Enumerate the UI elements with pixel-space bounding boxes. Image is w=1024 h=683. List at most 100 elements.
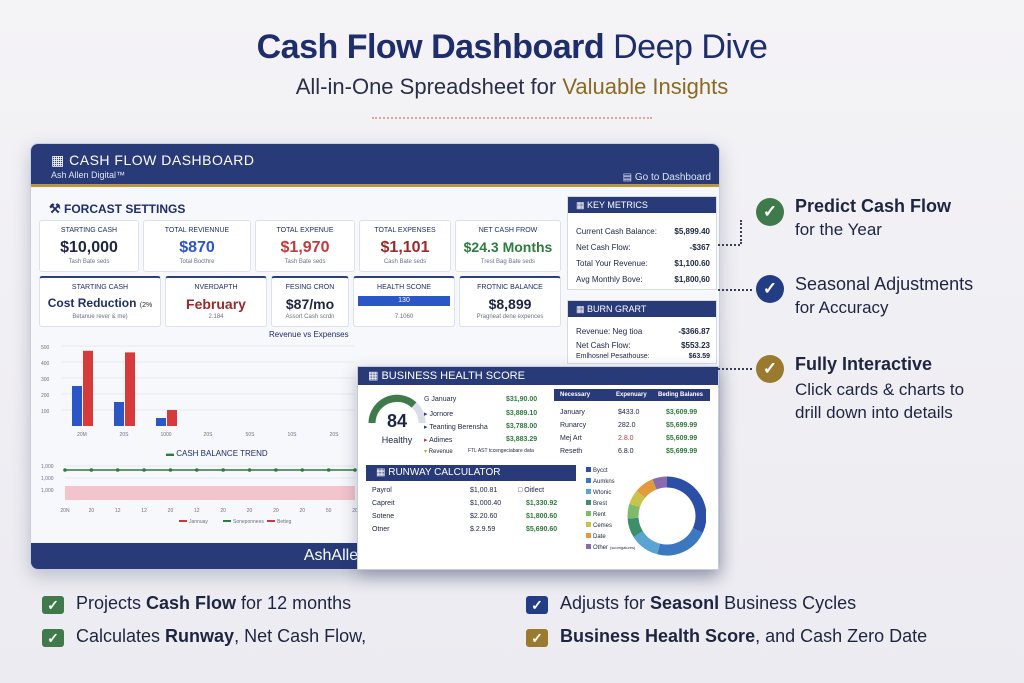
runway-table: Payrol $1,00.81 □ Oitlect Capreit $1,000… [366, 483, 576, 535]
table-cell: $433.0 [618, 409, 640, 416]
legend-swatch [586, 544, 591, 549]
business-health-title: BUSINESS HEALTH SCORE [381, 370, 525, 382]
feature-subtitle: for the Year [795, 220, 882, 239]
kpi-card-total-expense[interactable]: TOTAL EXPENUE $1,970 Tash Bate seds [255, 220, 355, 272]
kpi-card-health-score[interactable]: HEALTH SCONE 130 7.1060 [353, 276, 455, 327]
kpi-note: Trest Bag Bate seds [480, 259, 536, 265]
negative-zone [65, 486, 355, 500]
table-cell: Reseth [560, 448, 583, 455]
settings-icon: ⚒ [49, 201, 61, 216]
legend-item: Aumkns [586, 478, 615, 485]
burn-chart-title: BURN GRART [587, 304, 647, 314]
table-cell: $2.20.60 [470, 513, 498, 520]
key-metrics-title: KEY METRICS [587, 200, 648, 210]
expense-donut-chart[interactable] [612, 471, 706, 561]
table-cell: $5,699.99 [666, 422, 698, 429]
metric-row: Current Cash Balance: $5,899.40 [576, 227, 710, 236]
x-tick-label: 20M [77, 432, 87, 438]
table-cell: Otner [372, 526, 390, 533]
x-tick-label: 20S [120, 432, 130, 438]
x-tick-label: 20S [330, 432, 340, 438]
donut-slice [627, 503, 640, 519]
bar [167, 410, 177, 426]
kpi-card-ending-balance[interactable]: FROTNIC BALANCE $8,899 Pragneat dene exp… [459, 276, 561, 327]
business-health-window: ▦ BUSINESS HEALTH SCORE 84 Healthy G Jan… [357, 366, 719, 570]
kpi-value: $10,000 [60, 239, 118, 256]
x-tick-label: 20 [352, 508, 358, 514]
dashboard-titlebar: ▦ CASH FLOW DASHBOARD Ash Allen Digital™… [31, 144, 719, 187]
kpi-note: 7.1060 [394, 314, 414, 320]
revenue-vs-expenses-chart[interactable]: 500 400 300 200 100 20M 20S 1000 20S 50S 10S 20S [39, 340, 359, 440]
bullet-text: Business Health Score, and Cash Zero Dat… [560, 626, 928, 646]
legend-label: Aumkns [593, 479, 615, 485]
kpi-card-starting-cash[interactable]: STARTING CASH $10,000 Tash Bate seds [39, 220, 139, 272]
legend-swatch [586, 489, 591, 494]
legend-swatch [586, 478, 591, 483]
list-value: $3,889.10 [506, 410, 538, 417]
kpi-label: TOTAL EXPENUE [276, 227, 334, 234]
kpi-value: $87/mo [285, 296, 335, 312]
brand-label: Ash Allen Digital™ [51, 170, 126, 180]
trend-point [300, 468, 305, 472]
kpi-card-total-expenses[interactable]: TOTAL EXPENSES $1,101 Cash Bate seds [359, 220, 451, 272]
legend-label: Soneponnees [233, 519, 264, 525]
kpi-card-cost-reduction[interactable]: STARTING CASH Cost Reduction (2% Betanue… [39, 276, 161, 327]
legend-item: Rent [586, 511, 606, 518]
donut-slice [627, 517, 644, 538]
health-gauge [368, 394, 426, 424]
legend-item: Date [586, 533, 606, 540]
kpi-label: STARTING CASH [60, 227, 118, 234]
list-item: ▸ Jornore [424, 411, 454, 418]
kpi-note: Total Bocthre [179, 259, 215, 265]
feature-subtitle: for Accuracy [795, 298, 889, 317]
kpi-card-runway-month[interactable]: NVERDAPTH February 2.184 [165, 276, 267, 327]
y-tick-label: 500 [41, 345, 50, 351]
bar [83, 350, 93, 426]
trend-icon: ▬ [166, 449, 174, 458]
cash-balance-trend-chart[interactable]: 1,000 1,000 1,000 20N 20 12 12 20 12 20 20 20 20 50 20… [39, 458, 359, 530]
dashboard-title: CASH FLOW DASHBOARD [69, 152, 255, 168]
kpi-value: $8,899 [488, 296, 532, 312]
metrics-icon: ▦ [576, 200, 585, 210]
y-tick-label: 400 [41, 361, 50, 367]
kpi-label: FESING CRON [285, 284, 335, 291]
burn-row: Emlhosnel Pesathouse: $63.59 [576, 353, 710, 360]
table-cell: Sotene [372, 513, 395, 520]
x-tick-label: 12 [194, 508, 200, 514]
legend-label: Jannuay [189, 519, 208, 525]
checkbox-icon: ✓ [42, 629, 64, 647]
legend-note: (scomgalures) [610, 545, 636, 550]
x-tick-label: 20 [273, 508, 279, 514]
kpi-value: $1,970 [280, 239, 330, 256]
legend-swatch [223, 520, 231, 522]
kpi-label: TOTAL REVIENNUE [164, 227, 230, 234]
checkbox-icon: ✓ [526, 629, 548, 647]
feature-title: Fully Interactive [795, 354, 933, 374]
title-light: Deep Dive [613, 28, 768, 66]
bar [125, 352, 135, 426]
legend-label: Date [593, 534, 606, 540]
metric-row: Total Your Revenue: $1,100.60 [576, 259, 710, 268]
kpi-card-burn[interactable]: FESING CRON $87/mo Assort Cash scrdn [271, 276, 349, 327]
trend-point [221, 468, 225, 472]
table-header: Necessary [560, 392, 591, 398]
y-tick-label: 300 [41, 377, 50, 383]
kpi-card-net-cash-flow[interactable]: NET CASH FROW $24.3 Months Trest Bag Bat… [455, 220, 561, 272]
x-tick-label: 10S [288, 432, 298, 438]
list-value: $31,90.00 [506, 396, 538, 403]
metric-row: Avg Monthly Bove: $1,800,60 [576, 275, 710, 284]
legend-swatch [586, 500, 591, 505]
legend-label: Wtonic [593, 490, 612, 496]
table-cell: $1,000.40 [470, 500, 502, 507]
connector-line [718, 289, 752, 291]
checkbox-icon: ✓ [526, 596, 548, 614]
bar [114, 402, 124, 426]
y-tick-label: 200 [41, 393, 50, 399]
title-bold: Cash Flow Dashboard [256, 28, 605, 66]
donut-legend: Bycct Aumkns Wtonic Brest Rent Cemes Date Other… [586, 467, 646, 563]
trend-point [353, 468, 357, 472]
go-to-dashboard-link[interactable]: ▤ Go to Dashboard [623, 172, 711, 183]
go-to-dashboard-label: Go to Dashboard [634, 172, 711, 183]
window-icon: ▤ [622, 172, 633, 183]
kpi-card-total-revenue[interactable]: TOTAL REVIENNUE $870 Total Bocthre [143, 220, 251, 272]
